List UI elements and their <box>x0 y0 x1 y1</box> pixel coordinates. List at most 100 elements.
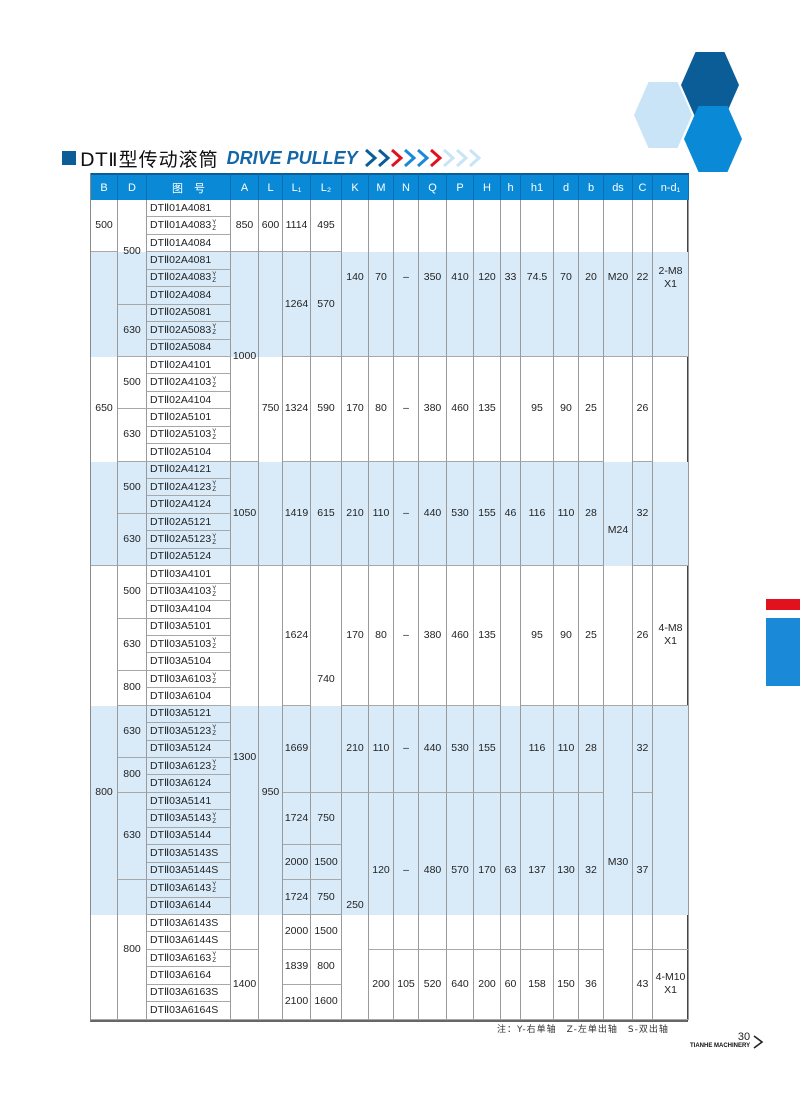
drawing-number-cell: DTⅡ02A4121 <box>147 461 231 479</box>
cell-l2: 750 <box>311 880 342 915</box>
drawing-number: DTⅡ02A5103 <box>150 428 212 441</box>
cell-l1: 1724 <box>283 792 311 846</box>
cell-l: 950 <box>259 566 283 1020</box>
hexagon-light-decoration <box>634 82 692 148</box>
row-band <box>91 252 689 357</box>
cell-q: 350 <box>419 200 447 357</box>
cell-a: 1050 <box>231 461 259 567</box>
suffix-letter: Y <box>212 585 217 592</box>
suffix-letter: Z <box>212 818 217 825</box>
column-header: L <box>259 173 283 200</box>
cell-q: 440 <box>419 705 447 793</box>
cell-l1: 1114 <box>283 200 311 253</box>
drawing-number: DTⅡ01A4084 <box>150 236 212 249</box>
cell-h: 120 <box>474 200 501 357</box>
cell-b: 650 <box>91 252 118 567</box>
cell-l1: 1264 <box>283 252 311 357</box>
drawing-number: DTⅡ02A5083 <box>150 323 212 336</box>
drawing-number-cell: DTⅡ03A4103 Y Z <box>147 583 231 602</box>
cell-l1: 2000 <box>283 845 311 881</box>
cell-m: 110 <box>369 705 394 793</box>
column-header: C <box>633 173 653 200</box>
cell-k: 170 <box>342 356 369 462</box>
drawing-number: DTⅡ02A4123 <box>150 480 212 493</box>
drawing-number: DTⅡ03A4104 <box>150 602 212 615</box>
suffix-letter: Y <box>212 673 217 680</box>
drawing-number: DTⅡ02A4081 <box>150 254 212 267</box>
column-header: h <box>501 173 521 200</box>
cell-l1: 2100 <box>283 984 311 1020</box>
cell-d: 500 <box>118 200 147 305</box>
cell-h1: 158 <box>521 949 554 1020</box>
column-header: h1 <box>521 173 554 200</box>
drawing-number-cell: DTⅡ02A5083 Y Z <box>147 322 231 340</box>
drawing-number-cell: DTⅡ02A4081 <box>147 252 231 270</box>
drawing-number: DTⅡ02A4121 <box>150 463 212 476</box>
suffix-letter: Z <box>212 591 217 598</box>
drawing-number-cell: DTⅡ03A6104 <box>147 688 231 706</box>
cell-q: 380 <box>419 566 447 706</box>
cell-k: 210 <box>342 461 369 567</box>
drawing-number-cell: DTⅡ03A5144 <box>147 827 231 846</box>
drawing-number-cell: DTⅡ03A6143S <box>147 914 231 933</box>
cell-m: 200 <box>369 949 394 1020</box>
column-header: n-d₁ <box>653 173 689 200</box>
cell-h1: 74.5 <box>521 200 554 357</box>
column-header: b <box>579 173 604 200</box>
cell-h: 46 <box>501 461 521 567</box>
row-band <box>91 461 689 567</box>
cell-l1: 2000 <box>283 914 311 950</box>
drawing-number-cell: DTⅡ02A5101 <box>147 409 231 427</box>
page-footer: 30 TIANHE MACHINERY <box>690 1031 764 1050</box>
drawing-number: DTⅡ03A6143S <box>150 916 219 929</box>
cell-q: 520 <box>419 949 447 1020</box>
cell-h1: 137 <box>521 792 554 950</box>
cell-d: 800 <box>118 758 147 793</box>
drawing-number: DTⅡ03A6123 <box>150 759 212 772</box>
cell-k: 170 <box>342 566 369 706</box>
cell-p: 530 <box>447 461 474 567</box>
cell-h1: 95 <box>521 566 554 706</box>
drawing-number-cell: DTⅡ03A5104 <box>147 653 231 671</box>
drawing-number-cell: DTⅡ02A5103 Y Z <box>147 426 231 445</box>
hexagon-blue-decoration <box>684 106 742 172</box>
suffix-letter: Z <box>212 277 217 284</box>
cell-l2: 800 <box>311 949 342 985</box>
cell-l: 600 <box>259 200 283 253</box>
cell-l1: 1624 <box>283 566 311 706</box>
drawing-number: DTⅡ03A5101 <box>150 620 212 633</box>
column-header: K <box>342 173 369 200</box>
drawing-number-cell: DTⅡ02A4084 <box>147 287 231 305</box>
drawing-number: DTⅡ03A5104 <box>150 655 212 668</box>
empty-cell <box>653 705 689 950</box>
suffix-letter: Y <box>212 812 217 819</box>
cell-h1: 116 <box>521 461 554 567</box>
page-title: DTⅡ型传动滚筒 DRIVE PULLEY <box>62 146 494 171</box>
cell-l2: 1500 <box>311 914 342 950</box>
cell-m: 80 <box>369 356 394 462</box>
cell-h: 33 <box>501 200 521 357</box>
cell-b: 36 <box>579 949 604 1020</box>
cell-b: 28 <box>579 705 604 793</box>
cell-m: 110 <box>369 461 394 567</box>
cell-ds: M24 <box>604 356 633 706</box>
cell-b: 500 <box>91 200 118 253</box>
drawing-number: DTⅡ02A4101 <box>150 358 212 371</box>
cell-c: 43 <box>633 949 653 1020</box>
drawing-number-cell: DTⅡ03A6124 <box>147 775 231 793</box>
drawing-number-cell: DTⅡ03A5101 <box>147 618 231 636</box>
brand-name: TIANHE MACHINERY <box>690 1043 751 1049</box>
cell-p: 640 <box>447 949 474 1020</box>
drawing-number-cell: DTⅡ02A4124 <box>147 496 231 514</box>
drawing-number: DTⅡ03A6163 <box>150 951 212 964</box>
cell-d: 150 <box>554 949 579 1020</box>
column-header: 图 号 <box>147 173 231 200</box>
drawing-number: DTⅡ02A5104 <box>150 445 212 458</box>
